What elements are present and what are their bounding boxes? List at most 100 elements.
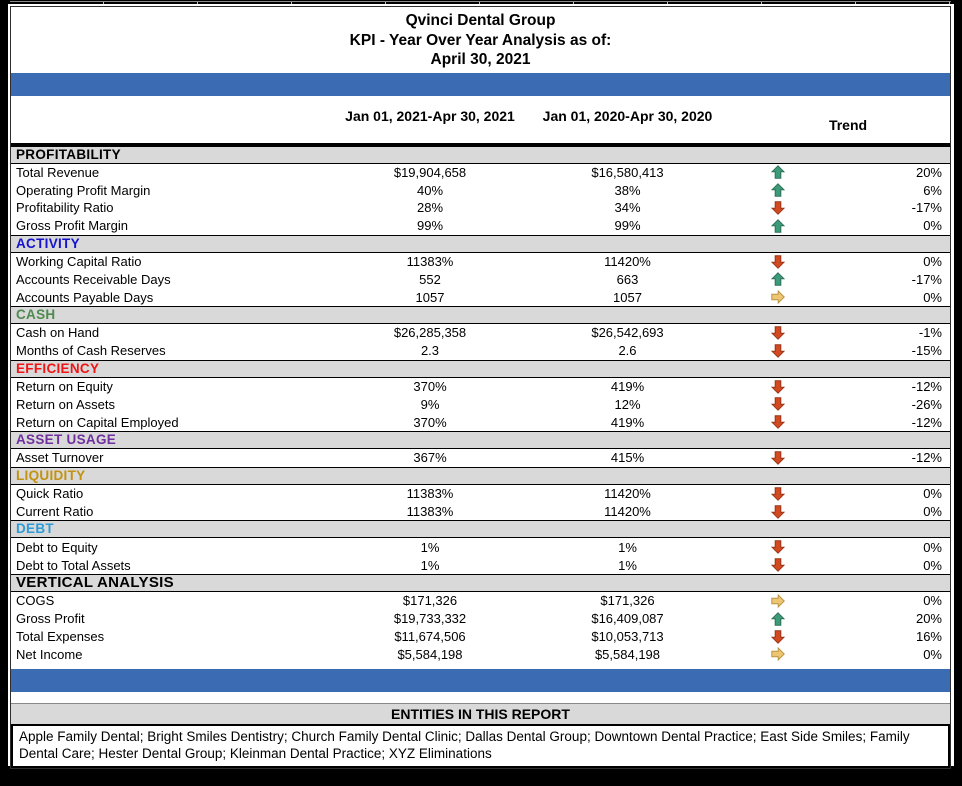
trend-percent: 0%	[923, 593, 942, 609]
kpi-value-current: 28%	[416, 200, 444, 216]
kpi-row: Debt to Total Assets 1% 1% 0%	[11, 556, 950, 574]
kpi-table: PROFITABILITY Total Revenue $19,904,658 $16…	[11, 145, 950, 664]
kpi-value-prior: 2.6	[618, 343, 637, 359]
trend-percent: -12%	[911, 414, 942, 430]
kpi-label: Return on Equity	[16, 379, 113, 395]
kpi-value-prior: 419%	[610, 414, 645, 430]
kpi-value-current: 370%	[413, 414, 447, 430]
trend-percent: 0%	[923, 486, 942, 502]
section-header: EFFICIENCY	[11, 359, 950, 378]
kpi-label: Return on Capital Employed	[16, 414, 179, 430]
trend-percent: -1%	[918, 325, 942, 341]
kpi-value-current: 11383%	[406, 486, 454, 502]
trend-percent: 16%	[915, 629, 942, 645]
kpi-row: Total Expenses $11,674,506 $10,053,713 16%	[11, 628, 950, 646]
trend-percent: 0%	[923, 218, 942, 234]
down-arrow-icon	[720, 326, 835, 340]
up-arrow-icon	[720, 218, 835, 233]
kpi-value-current: 2.3	[420, 343, 440, 359]
down-arrow-icon	[720, 397, 835, 412]
kpi-row: Asset Turnover 367% 415% -12%	[11, 449, 950, 467]
trend-percent: 0%	[923, 646, 942, 662]
section-header: ACTIVITY	[11, 234, 950, 253]
down-arrow-icon	[720, 415, 835, 430]
kpi-value-current: 552	[419, 271, 441, 287]
right-arrow-icon	[720, 593, 835, 608]
report-subtitle: KPI - Year Over Year Analysis as of:	[349, 31, 612, 49]
kpi-value-current: 11383%	[406, 254, 454, 270]
kpi-value-current: 40%	[416, 182, 444, 198]
kpi-value-prior: 11420%	[604, 254, 651, 270]
kpi-label: Working Capital Ratio	[16, 254, 142, 270]
kpi-value-prior: $5,584,198	[594, 646, 661, 662]
kpi-row: Debt to Equity 1% 1% 0%	[11, 538, 950, 556]
kpi-value-current: 1%	[420, 539, 440, 555]
kpi-label: Accounts Payable Days	[16, 289, 154, 305]
kpi-label: Total Expenses	[16, 629, 105, 645]
kpi-row: COGS $171,326 $171,326 0%	[11, 592, 950, 610]
kpi-label: Debt to Equity	[16, 539, 98, 555]
report-page: Qvinci Dental Group KPI - Year Over Year…	[10, 6, 951, 770]
kpi-label: Current Ratio	[16, 504, 94, 520]
trend-percent: 20%	[915, 164, 942, 180]
kpi-row: Accounts Payable Days 1057 1057 0%	[11, 288, 950, 306]
kpi-value-prior: 34%	[614, 200, 641, 216]
kpi-label: Net Income	[16, 646, 83, 662]
kpi-value-current: 370%	[413, 379, 447, 395]
kpi-value-prior: 415%	[610, 450, 645, 466]
down-arrow-icon	[720, 254, 835, 269]
down-arrow-icon	[720, 487, 835, 501]
trend-percent: -12%	[911, 450, 942, 466]
kpi-value-prior: 11420%	[604, 504, 651, 520]
kpi-row: Quick Ratio 11383% 11420% 0%	[11, 485, 950, 503]
column-header-trend: Trend	[828, 116, 868, 133]
right-arrow-icon	[720, 647, 835, 662]
up-arrow-icon	[720, 165, 835, 180]
column-header-period-current: Jan 01, 2021-Apr 30, 2021	[345, 107, 515, 124]
kpi-value-prior: 1%	[618, 539, 637, 555]
kpi-value-prior: 1%	[618, 557, 637, 573]
frame-tick-marks	[10, 1, 951, 6]
kpi-row: Gross Profit Margin 99% 99% 0%	[11, 217, 950, 235]
kpi-row: Accounts Receivable Days 552 663 -17%	[11, 270, 950, 288]
column-header-row: Jan 01, 2021-Apr 30, 2021 Jan 01, 2020-A…	[11, 101, 950, 146]
kpi-value-prior: $26,542,693	[591, 325, 664, 341]
kpi-value-prior: $16,409,087	[591, 611, 664, 627]
kpi-value-current: 1057	[415, 289, 445, 305]
kpi-row: Total Revenue $19,904,658 $16,580,413 20%	[11, 164, 950, 182]
kpi-value-prior: 1057	[613, 289, 642, 305]
kpi-label: Cash on Hand	[16, 325, 100, 341]
kpi-value-current: $11,674,506	[394, 629, 466, 645]
trend-percent: -12%	[911, 379, 942, 395]
section-header: ASSET USAGE	[11, 431, 950, 450]
section-header: LIQUIDITY	[11, 466, 950, 485]
kpi-row: Profitability Ratio 28% 34% -17%	[11, 199, 950, 217]
kpi-label: Profitability Ratio	[16, 200, 114, 216]
entities-header: ENTITIES IN THIS REPORT	[11, 703, 950, 725]
down-arrow-icon	[720, 504, 835, 519]
kpi-value-prior: 38%	[614, 182, 641, 198]
kpi-value-current: $19,904,658	[393, 164, 467, 180]
kpi-value-current: $5,584,198	[397, 646, 463, 662]
trend-percent: -26%	[911, 396, 942, 412]
down-arrow-icon	[720, 344, 835, 358]
kpi-row: Return on Assets 9% 12% -26%	[11, 395, 950, 413]
kpi-value-prior: $10,053,713	[591, 629, 664, 645]
kpi-value-prior: $171,326	[600, 593, 655, 609]
kpi-row: Months of Cash Reserves 2.3 2.6 -15%	[11, 342, 950, 360]
section-header: PROFITABILITY	[11, 145, 950, 164]
kpi-value-current: 99%	[416, 218, 444, 234]
trend-percent: 6%	[923, 182, 942, 198]
section-header: CASH	[11, 306, 950, 325]
right-arrow-icon	[720, 290, 835, 305]
top-accent-bar	[11, 72, 950, 96]
kpi-label: Operating Profit Margin	[16, 182, 151, 198]
trend-percent: 20%	[915, 611, 942, 627]
kpi-label: Accounts Receivable Days	[16, 271, 171, 287]
kpi-value-prior: 12%	[614, 396, 641, 412]
down-arrow-icon	[720, 540, 835, 555]
report-title-block: Qvinci Dental Group KPI - Year Over Year…	[11, 7, 950, 70]
kpi-label: Total Revenue	[16, 164, 100, 180]
kpi-value-current: $19,733,332	[393, 611, 467, 627]
kpi-value-current: $171,326	[402, 593, 458, 609]
